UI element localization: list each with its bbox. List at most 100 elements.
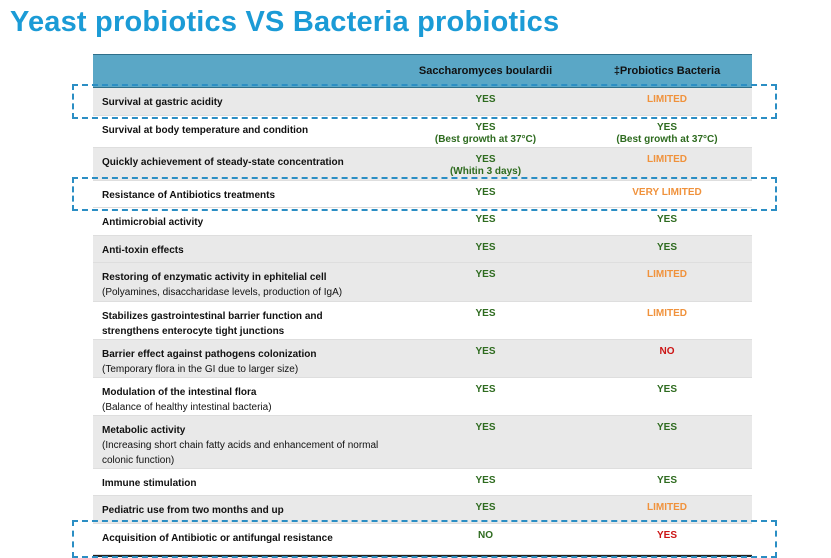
yeast-value: YES (475, 422, 496, 433)
bacteria-value: YES (656, 475, 677, 486)
yeast-value: YES (475, 187, 496, 198)
bacteria-value: YES (656, 384, 677, 395)
bacteria-value-cell: YES (593, 530, 741, 542)
page-title: Yeast probiotics VS Bacteria probiotics (10, 6, 560, 38)
feature-label: Pediatric use from two months and up (102, 505, 284, 516)
bacteria-value: YES (656, 422, 677, 433)
feature-cell: Pediatric use from two months and up (102, 503, 402, 518)
feature-label: Quickly achievement of steady-state conc… (102, 157, 344, 168)
feature-label: Restoring of enzymatic activity in ephit… (102, 272, 327, 283)
bacteria-value: LIMITED (647, 502, 687, 513)
table-row: Acquisition of Antibiotic or antifungal … (93, 524, 752, 555)
feature-label: Barrier effect against pathogens coloniz… (102, 349, 317, 360)
feature-label: Acquisition of Antibiotic or antifungal … (102, 533, 333, 544)
yeast-value: YES (475, 475, 496, 486)
yeast-value-cell: YES (413, 187, 558, 199)
table-row: Restoring of enzymatic activity in ephit… (93, 263, 752, 302)
bacteria-value: LIMITED (647, 308, 687, 319)
bacteria-value-cell: YES (Best growth at 37°C) (593, 122, 741, 146)
bacteria-value-cell: YES (593, 242, 741, 254)
comparison-table: Saccharomyces boulardii ‡Probiotics Bact… (93, 54, 752, 557)
bacteria-value: LIMITED (647, 154, 687, 165)
yeast-value-cell: YES (413, 242, 558, 254)
bacteria-value-cell: NO (593, 346, 741, 358)
yeast-value: YES (475, 94, 496, 105)
feature-label: Metabolic activity (102, 425, 186, 436)
yeast-value: YES (475, 122, 496, 133)
yeast-value-cell: YES (Whitin 3 days) (413, 154, 558, 178)
feature-cell: Quickly achievement of steady-state conc… (102, 155, 402, 170)
bacteria-value-cell: YES (593, 422, 741, 434)
feature-label: Antimicrobial activity (102, 217, 204, 228)
feature-label: Survival at gastric acidity (102, 97, 223, 108)
yeast-value: YES (475, 308, 496, 319)
feature-cell: Restoring of enzymatic activity in ephit… (102, 270, 402, 300)
bacteria-value-cell: LIMITED (593, 154, 741, 166)
yeast-value: YES (475, 269, 496, 280)
bacteria-value-cell: YES (593, 214, 741, 226)
yeast-value-cell: YES (413, 346, 558, 358)
feature-label: Stabilizes gastrointestinal barrier func… (102, 311, 323, 337)
feature-cell: Metabolic activity (Increasing short chai… (102, 423, 402, 468)
feature-cell: Antimicrobial activity (102, 215, 402, 230)
feature-cell: Anti-toxin effects (102, 243, 402, 258)
yeast-value: NO (478, 530, 493, 541)
feature-cell: Survival at body temperature and conditi… (102, 123, 402, 138)
yeast-value: YES (475, 154, 496, 165)
yeast-value-cell: YES (413, 214, 558, 226)
table-header: Saccharomyces boulardii ‡Probiotics Bact… (93, 54, 752, 88)
yeast-value-cell: YES (413, 475, 558, 487)
yeast-note: (Whitin 3 days) (449, 166, 522, 177)
table-row: Metabolic activity (Increasing short chai… (93, 416, 752, 469)
feature-cell: Stabilizes gastrointestinal barrier func… (102, 309, 347, 339)
feature-cell: Survival at gastric acidity (102, 95, 402, 110)
table-body: Survival at gastric acidity YES LIMITED Sur… (93, 88, 752, 555)
bacteria-value-cell: YES (593, 475, 741, 487)
table-row: Stabilizes gastrointestinal barrier func… (93, 302, 752, 340)
table-row: Barrier effect against pathogens coloniz… (93, 340, 752, 378)
table-row: Survival at body temperature and conditi… (93, 116, 752, 148)
table-row: Pediatric use from two months and up YES L… (93, 496, 752, 524)
bacteria-note: (Best growth at 37°C) (616, 134, 718, 145)
bacteria-value-cell: VERY LIMITED (593, 187, 741, 199)
yeast-value-cell: YES (413, 308, 558, 320)
feature-label: Immune stimulation (102, 478, 197, 489)
yeast-value: YES (475, 384, 496, 395)
feature-cell: Immune stimulation (102, 476, 402, 491)
bacteria-value-cell: LIMITED (593, 502, 741, 514)
feature-cell: Acquisition of Antibiotic or antifungal … (102, 531, 402, 546)
bacteria-value-cell: LIMITED (593, 308, 741, 320)
bacteria-value-cell: YES (593, 384, 741, 396)
table-row: Resistance of Antibiotics treatments YES V… (93, 181, 752, 208)
yeast-value-cell: NO (413, 530, 558, 542)
table-row: Antimicrobial activity YES YES (93, 208, 752, 236)
table-row: Anti-toxin effects YES YES (93, 236, 752, 263)
yeast-value-cell: YES (413, 384, 558, 396)
feature-label: Resistance of Antibiotics treatments (102, 190, 276, 201)
table-row: Survival at gastric acidity YES LIMITED (93, 88, 752, 116)
feature-sublabel: (Temporary flora in the GI due to larger… (102, 364, 299, 375)
bacteria-value: YES (656, 122, 677, 133)
yeast-value-cell: YES (413, 502, 558, 514)
bacteria-value: YES (656, 242, 677, 253)
bacteria-value-cell: LIMITED (593, 269, 741, 281)
header-yeast: Saccharomyces boulardii (418, 65, 553, 77)
bacteria-value: YES (656, 214, 677, 225)
feature-sublabel: (Increasing short chain fatty acids and … (102, 440, 379, 466)
feature-sublabel: (Balance of healthy intestinal bacteria) (102, 402, 272, 413)
feature-sublabel: (Polyamines, disaccharidase levels, prod… (102, 287, 343, 298)
bacteria-value: NO (659, 346, 675, 357)
feature-cell: Barrier effect against pathogens coloniz… (102, 347, 402, 377)
feature-label: Survival at body temperature and conditi… (102, 125, 309, 136)
yeast-note: (Best growth at 37°C) (434, 134, 537, 145)
yeast-value: YES (475, 214, 496, 225)
table-row: Immune stimulation YES YES (93, 469, 752, 496)
bacteria-value: YES (656, 530, 677, 541)
table-row: Quickly achievement of steady-state conc… (93, 148, 752, 181)
yeast-value: YES (475, 242, 496, 253)
feature-cell: Resistance of Antibiotics treatments (102, 188, 402, 203)
bacteria-value: VERY LIMITED (632, 187, 702, 198)
header-bacteria: ‡Probiotics Bacteria (613, 65, 721, 77)
yeast-value: YES (475, 502, 496, 513)
yeast-value: YES (475, 346, 496, 357)
